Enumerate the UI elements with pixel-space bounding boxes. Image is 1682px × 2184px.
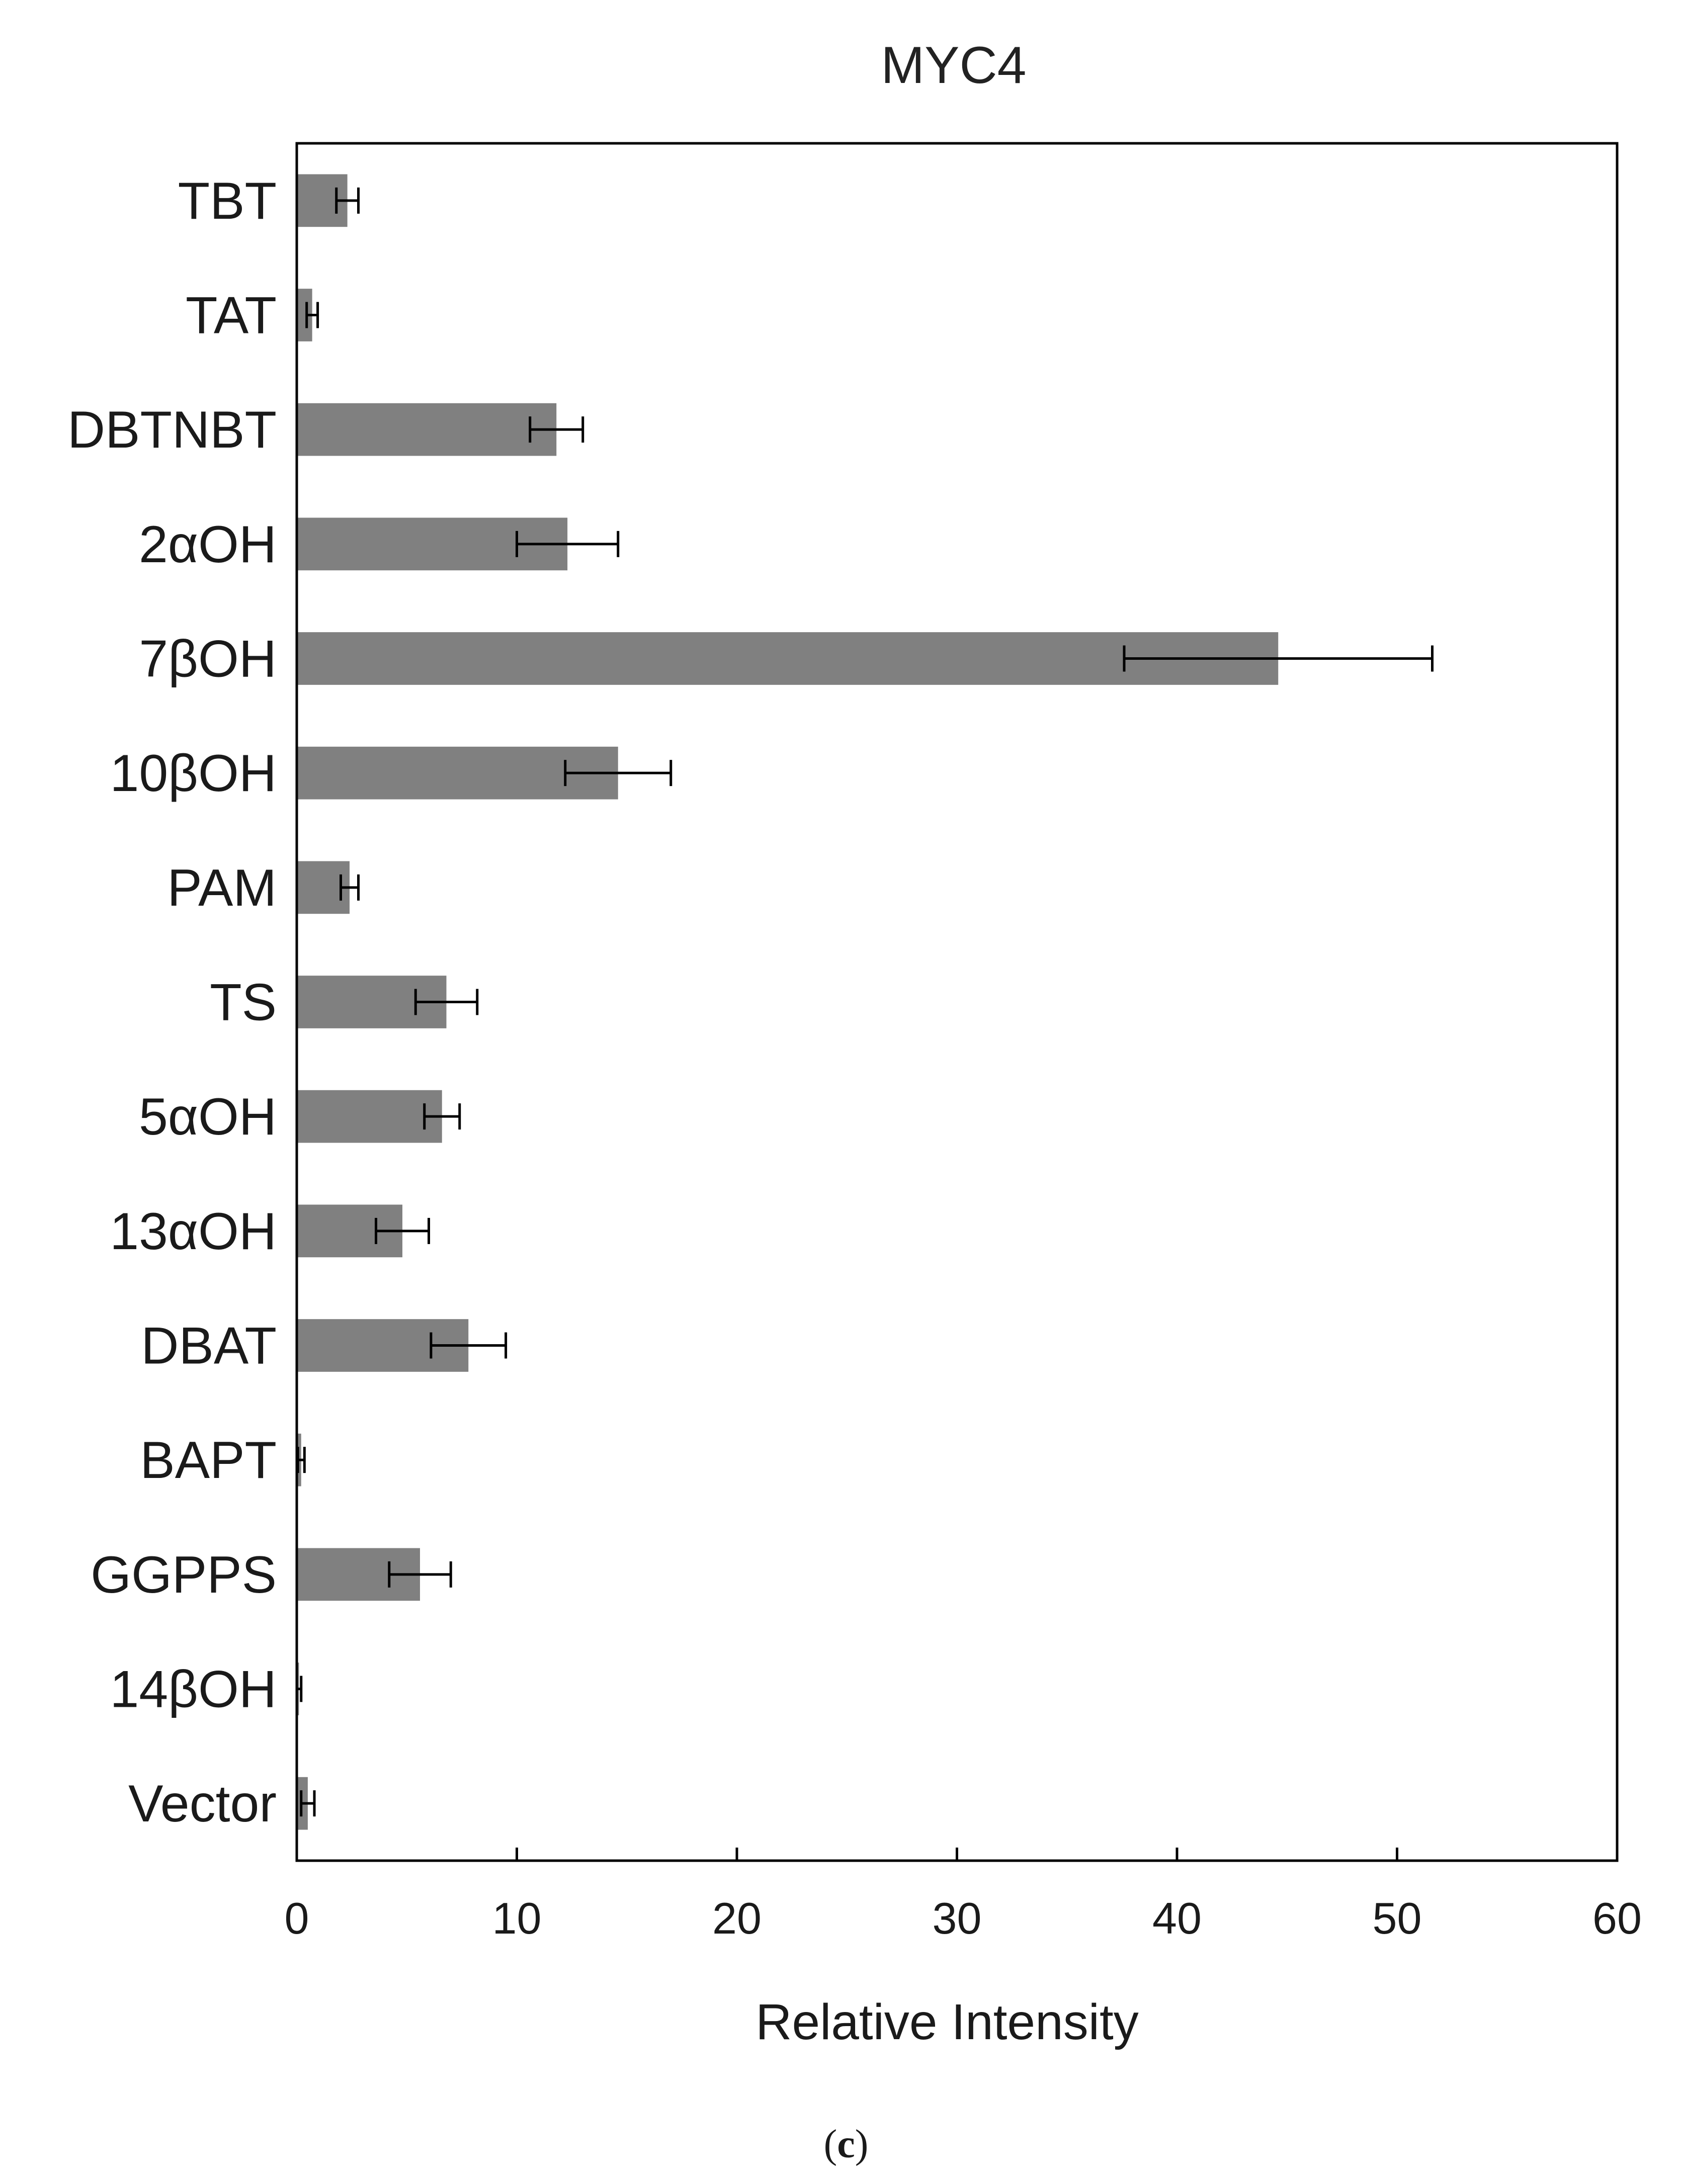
error-bar-1: [305, 302, 319, 328]
category-label-0: TBT: [178, 172, 277, 230]
error-bar-0: [335, 187, 360, 214]
panel-close-paren: ): [855, 2122, 869, 2166]
panel-open-paren: (: [824, 2122, 837, 2166]
category-label-2: DBTNBT: [67, 401, 277, 459]
x-tick-label-3: 30: [933, 1893, 982, 1943]
category-label-9: 13αOH: [110, 1202, 277, 1261]
error-bar-5: [564, 760, 672, 787]
chart-title: MYC4: [881, 36, 1027, 95]
category-label-8: 5αOH: [139, 1088, 277, 1146]
bar-4: [297, 632, 1279, 685]
x-tick-label-2: 20: [712, 1893, 762, 1943]
error-bar-4: [1123, 645, 1434, 672]
panel-label: (c): [824, 2122, 869, 2166]
error-bars-layer: [295, 187, 1434, 1817]
category-label-11: BAPT: [140, 1431, 277, 1490]
x-axis: 0 10 20 30 40 50 60: [285, 1848, 1642, 1943]
error-bar-9: [375, 1217, 430, 1244]
x-tick-label-1: 10: [492, 1893, 542, 1943]
category-label-12: GGPPS: [91, 1546, 277, 1604]
plot-frame: [295, 142, 1619, 1862]
error-bar-2: [529, 416, 584, 443]
error-bar-7: [414, 989, 479, 1015]
x-tick-label-0: 0: [285, 1893, 309, 1943]
x-tick-label-6: 60: [1592, 1893, 1642, 1943]
category-label-6: PAM: [167, 859, 277, 917]
error-bar-3: [516, 531, 620, 557]
error-bar-6: [340, 874, 360, 901]
error-bar-10: [430, 1332, 508, 1359]
error-bar-14: [300, 1790, 316, 1817]
bar-8: [297, 1090, 442, 1143]
category-label-1: TAT: [186, 287, 277, 345]
category-label-10: DBAT: [141, 1317, 277, 1375]
category-label-14: Vector: [128, 1775, 277, 1833]
y-axis: TBT TAT DBTNBT 2αOH 7βOH 10βOH PAM TS 5αOH 13αOH D…: [67, 172, 277, 1833]
error-bar-12: [388, 1561, 452, 1588]
bar-2: [297, 403, 557, 456]
error-bar-8: [423, 1103, 461, 1130]
x-tick-label-4: 40: [1152, 1893, 1202, 1943]
category-label-3: 2αOH: [139, 515, 277, 574]
category-label-5: 10βOH: [110, 744, 277, 803]
x-axis-label: Relative Intensity: [755, 1994, 1138, 2050]
category-label-7: TS: [210, 974, 277, 1032]
x-tick-label-5: 50: [1373, 1893, 1422, 1943]
category-label-4: 7βOH: [139, 630, 277, 688]
panel-letter: c: [837, 2122, 855, 2166]
category-label-13: 14βOH: [110, 1661, 277, 1719]
